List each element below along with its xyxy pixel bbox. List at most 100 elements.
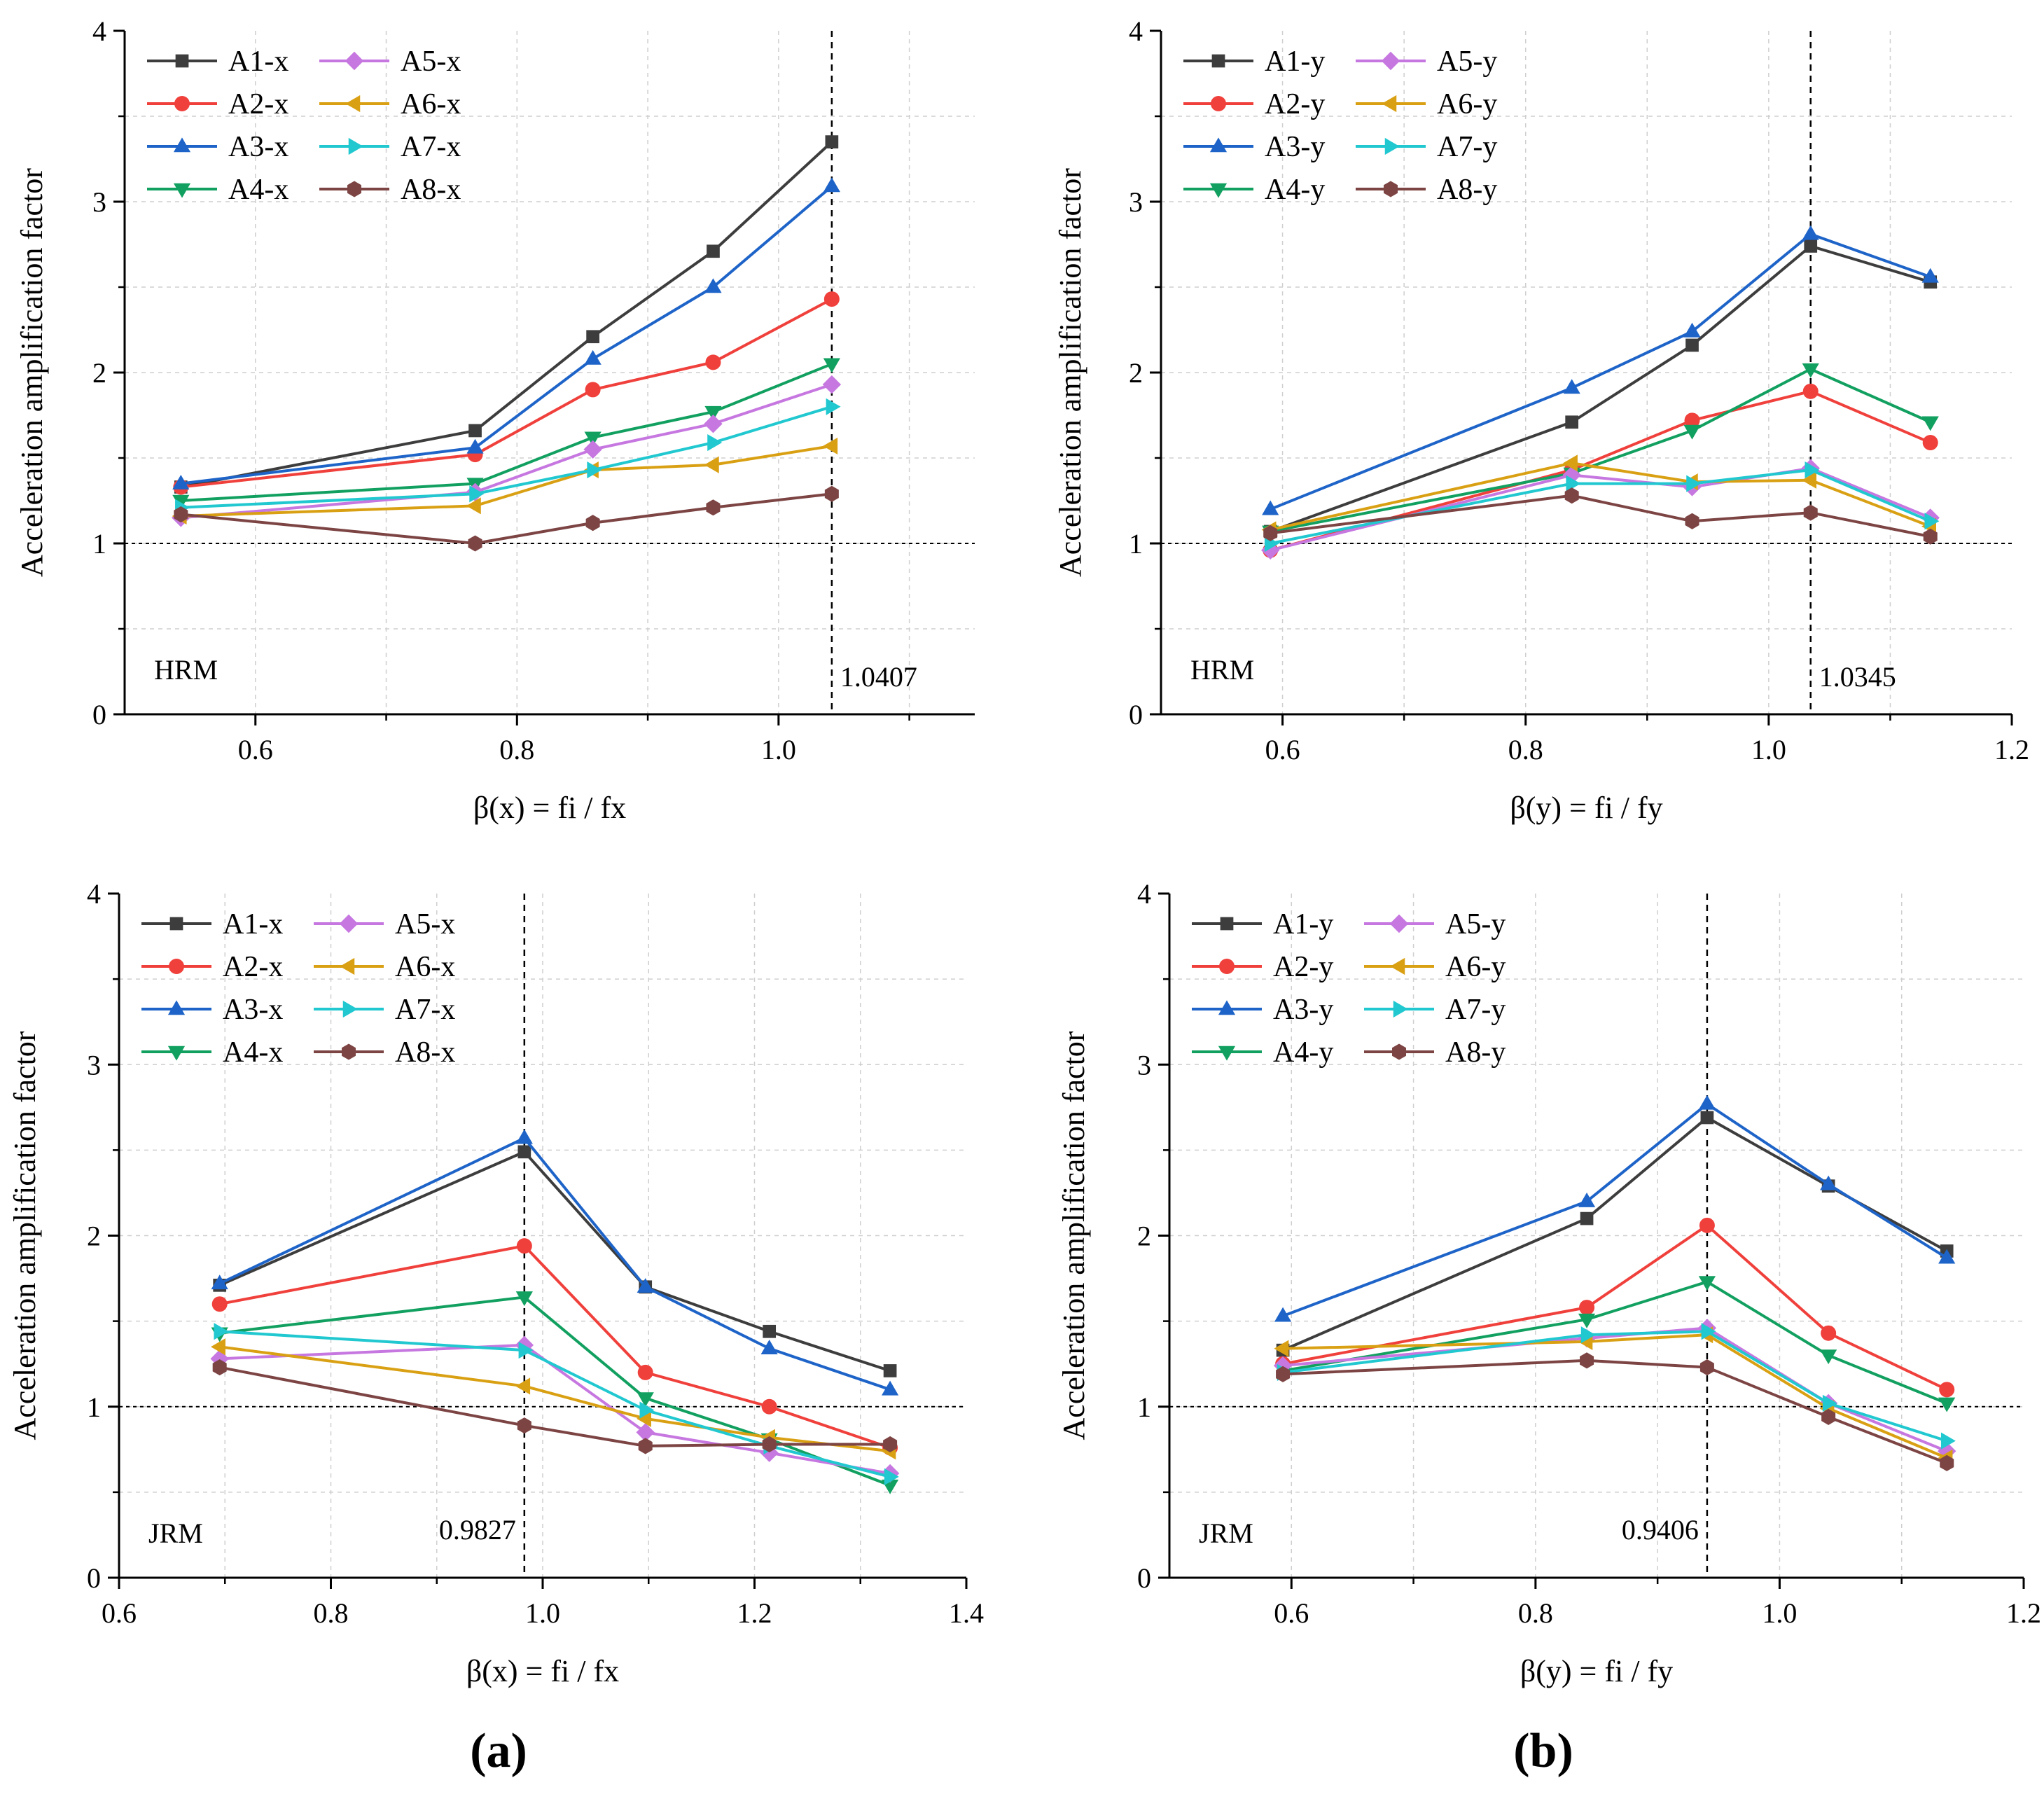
legend-item-A4-y: A4-y (1192, 1036, 1333, 1069)
x-tick-label: 0.8 (1518, 1597, 1553, 1629)
data-point-A5-x (704, 415, 723, 433)
chart-jrm-y: 0 1 2 3 4 0.6 0.8 1.0 1.2 β(y) = fi / fy Accelerat… (1057, 878, 2041, 1688)
data-point-A3-y (1921, 268, 1939, 283)
data-point-A1-y (1685, 338, 1699, 352)
data-point-A3-y (1274, 1307, 1292, 1322)
method-label: HRM (154, 654, 218, 686)
legend-label: A1-x (228, 46, 288, 78)
data-point-A8-y (1685, 513, 1699, 529)
legend-item-A2-y: A2-y (1183, 88, 1325, 120)
data-point-A8-x (706, 499, 721, 516)
legend-label: A6-x (395, 951, 455, 983)
legend-marker (1218, 1000, 1236, 1015)
y-tick-label: 4 (92, 15, 106, 47)
data-point-A7-y (1940, 1432, 1956, 1450)
legend-marker (1220, 917, 1234, 931)
data-point-A7-y (1580, 1326, 1596, 1344)
data-point-A4-x (515, 1291, 533, 1307)
data-point-A8-y (1580, 1352, 1594, 1369)
data-point-A2-x (637, 1364, 653, 1380)
data-point-A1-y (1580, 1211, 1594, 1225)
data-point-A3-y (1938, 1249, 1956, 1264)
data-point-A4-x (823, 358, 840, 373)
data-point-A3-y (1698, 1095, 1716, 1110)
legend-item-A7-y: A7-y (1364, 994, 1506, 1026)
data-point-A7-x (469, 485, 485, 503)
data-point-A3-x (172, 474, 190, 489)
data-point-A8-x (174, 506, 188, 523)
legend-label: A8-y (1445, 1036, 1506, 1069)
series-A8-x (212, 1359, 898, 1454)
legend-marker (1209, 183, 1228, 198)
legend-marker (340, 957, 355, 975)
chart-jrm-x: 0 1 2 3 4 0.6 0.8 1.0 1.2 1.4 β(x) = fi / fx Accele… (8, 878, 984, 1688)
data-point-A4-y (1938, 1397, 1956, 1412)
y-axis-title: Acceleration amplification factor (1057, 1031, 1091, 1440)
legend-item-A5-x: A5-x (314, 908, 455, 940)
legend-label: A6-y (1445, 951, 1506, 983)
data-point-A3-y (1578, 1193, 1596, 1207)
legend-item-A7-x: A7-x (319, 131, 461, 163)
data-point-A4-x (637, 1392, 654, 1408)
x-tick-label: 0.6 (1274, 1597, 1309, 1629)
data-point-A7-x (587, 461, 602, 479)
data-point-A6-x (704, 456, 719, 473)
x-tick-label: 1.2 (1994, 734, 2029, 765)
data-point-A3-y (1820, 1175, 1837, 1190)
data-point-A2-x (705, 354, 721, 370)
y-tick-label: 3 (1129, 186, 1143, 218)
legend-item-A3-y: A3-y (1192, 994, 1333, 1026)
legend-marker (1211, 96, 1226, 111)
series-A3-x (172, 177, 840, 489)
legend-label: A8-x (395, 1036, 455, 1069)
y-tick-label: 2 (1129, 357, 1143, 389)
x-axis-title: β(x) = fi / fx (466, 1654, 619, 1688)
legend-marker (1383, 181, 1398, 197)
legend-marker (1390, 957, 1405, 975)
legend: A1-x A2-x A3-x A4-x A5-x A6-x A7-x A8-x (141, 908, 455, 1069)
legend-item-A1-x: A1-x (147, 46, 288, 78)
legend-item-A2-x: A2-x (141, 951, 283, 983)
legend-item-A1-y: A1-y (1183, 46, 1325, 78)
data-point-A7-x (639, 1401, 655, 1419)
reference-x-label: 1.0407 (840, 661, 917, 693)
legend-item-A6-x: A6-x (319, 88, 461, 120)
y-axis-title: Acceleration amplification factor (8, 1031, 42, 1440)
data-point-A3-x (760, 1340, 778, 1354)
legend-label: A3-y (1265, 131, 1325, 163)
data-point-A8-y (1564, 487, 1579, 504)
data-point-A4-y (1802, 363, 1819, 378)
legend-label: A1-x (223, 908, 283, 940)
legend-label: A7-x (395, 994, 455, 1026)
legend-item-A6-y: A6-y (1364, 951, 1506, 983)
data-point-A7-y (1701, 1323, 1716, 1340)
data-point-A8-y (1263, 525, 1278, 541)
data-point-A8-y (1940, 1454, 1954, 1471)
data-point-A7-x (884, 1468, 899, 1485)
data-point-A3-x (515, 1129, 533, 1144)
y-tick-label: 2 (92, 357, 106, 389)
legend-item-A5-y: A5-y (1364, 908, 1506, 940)
data-point-A7-x (518, 1342, 534, 1359)
x-tick-label: 0.8 (314, 1597, 349, 1629)
data-point-A2-y (1802, 383, 1819, 399)
x-axis-title: β(y) = fi / fy (1510, 791, 1662, 825)
data-point-A2-x (585, 382, 601, 398)
legend-marker (1382, 95, 1397, 113)
data-point-A2-y (1579, 1300, 1595, 1316)
data-point-A8-x (212, 1359, 227, 1376)
data-point-A2-x (761, 1398, 777, 1415)
method-label: HRM (1190, 654, 1254, 686)
legend-label: A5-x (401, 46, 461, 78)
data-point-A8-y (1821, 1408, 1836, 1425)
legend-marker (174, 96, 190, 111)
legend-label: A7-y (1437, 131, 1497, 163)
legend-item-A3-y: A3-y (1183, 131, 1325, 163)
data-point-A4-y (1921, 416, 1939, 431)
data-point-A3-y (1683, 322, 1701, 338)
legend-item-A3-x: A3-x (147, 131, 288, 163)
legend-label: A2-y (1265, 88, 1325, 120)
legend: A1-y A2-y A3-y A4-y A5-y A6-y A7-y A8-y (1183, 46, 1497, 206)
y-tick-label: 2 (1137, 1221, 1151, 1252)
data-point-A1-x (883, 1364, 897, 1377)
